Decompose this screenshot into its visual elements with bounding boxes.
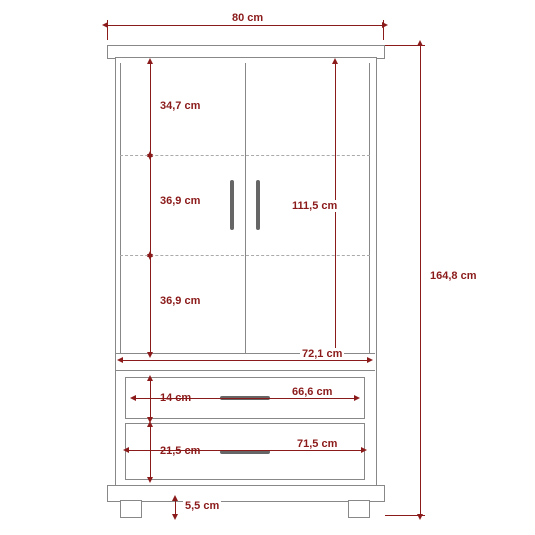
door-handle-left	[230, 180, 234, 230]
shelf3-label: 36,9 cm	[158, 295, 202, 307]
height-label: 164,8 cm	[428, 270, 478, 282]
foot-left	[120, 500, 142, 518]
cabinet-diagram	[115, 45, 375, 500]
drawer2-width-label: 71,5 cm	[295, 438, 339, 450]
drawer1-width-label: 66,6 cm	[290, 386, 334, 398]
foot-height-label: 5,5 cm	[183, 500, 221, 512]
base-plinth	[107, 485, 385, 502]
foot-right	[348, 500, 370, 518]
shelf-2	[120, 255, 370, 256]
shelf1-label: 34,7 cm	[158, 100, 202, 112]
drawer2-height-label: 21,5 cm	[158, 445, 202, 457]
shelf2-label: 36,9 cm	[158, 195, 202, 207]
door-left-edge	[120, 63, 121, 353]
shelf-1	[120, 155, 370, 156]
door-handle-right	[256, 180, 260, 230]
door-divider	[245, 63, 246, 353]
width-label: 80 cm	[230, 12, 265, 24]
door-right-edge	[369, 63, 370, 353]
divider-mid	[115, 370, 375, 371]
door-height-label: 111,5 cm	[290, 200, 339, 212]
internal-width-label: 72,1 cm	[300, 348, 344, 360]
